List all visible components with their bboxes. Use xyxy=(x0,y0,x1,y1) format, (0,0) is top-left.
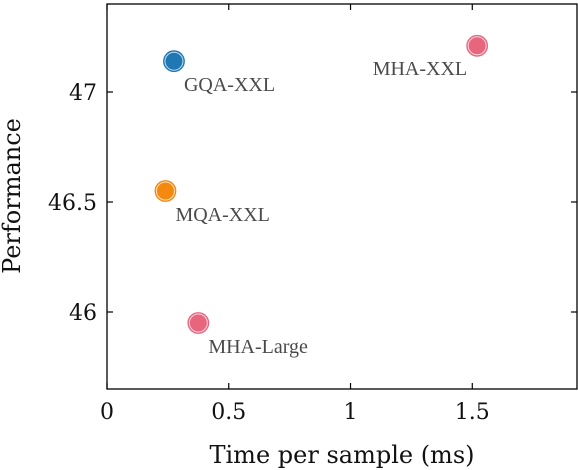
data-point xyxy=(161,49,187,74)
data-point-ring xyxy=(164,51,184,71)
data-point xyxy=(465,33,490,58)
x-tick-label: 0.5 xyxy=(211,400,246,425)
point-label: MHA-XXL xyxy=(373,58,467,80)
x-tick-label: 1.5 xyxy=(455,400,490,425)
y-axis-title: Performance xyxy=(0,118,26,274)
data-point-ring xyxy=(155,181,175,201)
data-point xyxy=(153,178,178,204)
data-point xyxy=(186,310,211,336)
y-tick-label: 46 xyxy=(69,301,97,326)
data-point-ring xyxy=(467,36,487,56)
x-axis-title: Time per sample (ms) xyxy=(210,441,475,469)
plot-frame xyxy=(106,3,578,390)
point-label: GQA-XXL xyxy=(184,74,275,96)
x-axis: 0 0.5 1 1.5 xyxy=(100,4,490,425)
x-tick-label: 1 xyxy=(344,400,358,425)
y-tick-label: 47 xyxy=(69,81,97,106)
y-axis: 46 46.5 47 xyxy=(48,81,577,326)
data-points: MHA-XXL GQA-XXL MQA-XXL MHA-Large xyxy=(153,33,490,358)
x-tick-label: 0 xyxy=(100,400,114,425)
point-label: MHA-Large xyxy=(208,336,308,358)
data-point-ring xyxy=(188,313,208,333)
y-tick-label: 46.5 xyxy=(48,191,97,216)
point-label: MQA-XXL xyxy=(175,204,269,226)
